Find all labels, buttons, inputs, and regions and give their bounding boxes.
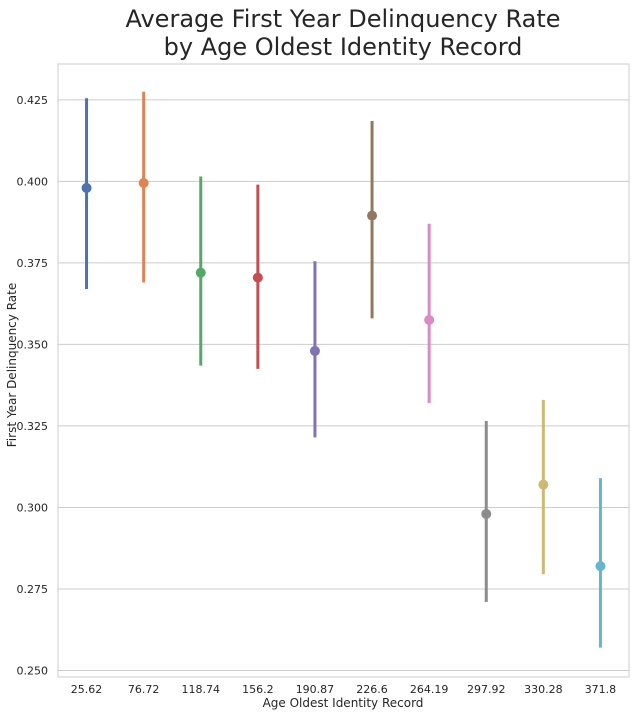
x-tick-label: 371.8 (585, 683, 617, 696)
chart-title-line-2: by Age Oldest Identity Record (164, 33, 523, 61)
data-point (81, 182, 92, 193)
x-axis-label: Age Oldest Identity Record (263, 696, 424, 710)
y-axis-label: First Year Delinquency Rate (5, 283, 19, 447)
data-marks (81, 91, 606, 648)
data-point (195, 267, 206, 278)
y-tick-label: 0.375 (17, 257, 49, 270)
data-point (481, 508, 492, 519)
y-tick-label: 0.275 (17, 583, 49, 596)
gridlines (58, 99, 629, 671)
y-tick-label: 0.400 (17, 175, 49, 188)
plot-area (57, 63, 630, 678)
x-tick-label: 25.62 (71, 683, 103, 696)
x-tick-label: 118.74 (182, 683, 221, 696)
x-tick-label: 156.2 (242, 683, 274, 696)
x-tick-label: 330.28 (524, 683, 563, 696)
data-point (367, 210, 378, 221)
x-tick-labels: 25.62 76.72 118.74 156.2 190.87 226.6 264.19 29… (71, 683, 616, 696)
x-tick-label: 297.92 (467, 683, 506, 696)
x-tick-label: 190.87 (296, 683, 335, 696)
chart-title-line-1: Average First Year Delinquency Rate (125, 5, 560, 33)
data-point (138, 178, 149, 189)
x-tick-label: 226.6 (356, 683, 388, 696)
y-tick-label: 0.325 (17, 420, 49, 433)
y-tick-label: 0.350 (17, 338, 49, 351)
y-tick-label: 0.250 (17, 664, 49, 677)
y-tick-labels: 0.250 0.275 0.300 0.325 0.350 0.375 0.400 0.425 (17, 94, 49, 678)
x-tick-label: 76.72 (128, 683, 160, 696)
data-point (309, 345, 320, 356)
y-tick-label: 0.425 (17, 94, 49, 107)
data-point (538, 479, 549, 490)
data-point (595, 561, 606, 572)
data-point (424, 314, 435, 325)
data-point (252, 272, 263, 283)
x-tick-label: 264.19 (410, 683, 449, 696)
y-tick-label: 0.300 (17, 501, 49, 514)
plot-frame (57, 63, 630, 678)
